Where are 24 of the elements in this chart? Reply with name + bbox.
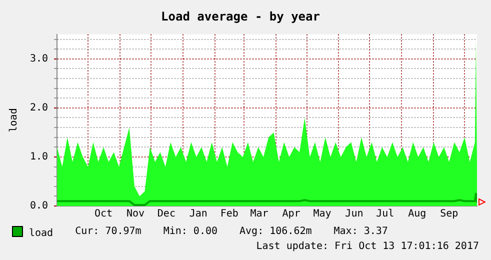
x-tick-label: Aug: [408, 208, 426, 220]
x-tick-label: Feb: [220, 208, 238, 220]
x-tick-label: Apr: [282, 208, 300, 220]
x-tick-label: Jul: [376, 208, 394, 220]
y-axis-title: load: [8, 108, 20, 132]
x-tick-label: Sep: [440, 208, 458, 220]
x-tick-label: Oct: [94, 208, 113, 220]
text: Cur: 70.97m: [75, 226, 142, 239]
legend-label: load: [28, 227, 54, 239]
x-tick-label: Mar: [250, 208, 268, 220]
y-tick-label: 2.0: [30, 102, 48, 114]
text: Max: 3.37: [334, 226, 388, 239]
y-tick-label: 1.0: [30, 152, 48, 163]
y-tick-label: 0.0: [30, 200, 48, 212]
x-tick-label: Dec: [157, 208, 176, 220]
x-tick-label: Jan: [189, 208, 208, 220]
x-tick-label: Jun: [345, 208, 364, 220]
text: Min: 0.00: [163, 226, 218, 239]
text: Avg: 106.62m: [240, 226, 312, 239]
x-tick-label: May: [313, 208, 332, 220]
y-tick-label: 3.0: [30, 54, 48, 65]
x-tick-label: Nov: [126, 208, 145, 220]
text: Last update: Fri Oct 13 17:01:16 2017: [256, 241, 479, 252]
chart-title: Load average - by year: [161, 9, 320, 24]
